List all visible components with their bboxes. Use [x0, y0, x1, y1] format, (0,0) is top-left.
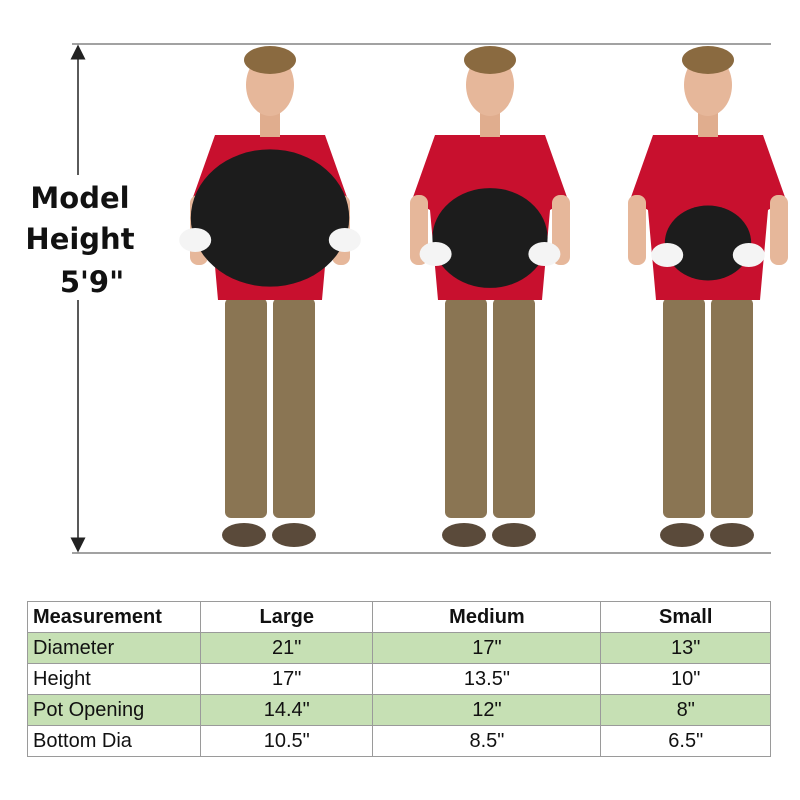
- pants: [445, 298, 487, 518]
- pants: [225, 298, 267, 518]
- shoe: [710, 523, 754, 547]
- neck: [260, 112, 280, 137]
- table-cell: Bottom Dia: [27, 725, 201, 757]
- table-row: Bottom Dia 10.5" 8.5" 6.5": [27, 725, 771, 757]
- model-label: 5'9": [60, 265, 124, 299]
- model-label: Height: [25, 222, 134, 256]
- illustration: Model Height 5'9": [20, 43, 788, 554]
- shoe: [442, 523, 486, 547]
- table-cell: 14.4": [199, 694, 374, 726]
- header-cell: Small: [600, 601, 771, 633]
- shoe: [660, 523, 704, 547]
- table-cell: 8.5": [372, 725, 602, 757]
- table-cell: 13.5": [372, 663, 602, 695]
- neck: [480, 112, 500, 137]
- pants: [493, 298, 535, 518]
- pot: [664, 205, 752, 281]
- table-cell: Pot Opening: [27, 694, 201, 726]
- pants: [711, 298, 753, 518]
- header-row: Measurement Large Medium Small: [27, 601, 771, 633]
- table-row: Diameter 21" 17" 13": [27, 632, 771, 664]
- table-cell: Diameter: [27, 632, 201, 664]
- glove: [419, 242, 452, 266]
- shoe: [272, 523, 316, 547]
- shoe: [222, 523, 266, 547]
- table-row: Pot Opening 14.4" 12" 8": [27, 694, 771, 726]
- arm: [628, 195, 646, 265]
- table-row: Height 17" 13.5" 10": [27, 663, 771, 695]
- table-cell: 10": [600, 663, 771, 695]
- arm: [770, 195, 788, 265]
- table-cell: 21": [199, 632, 374, 664]
- header-cell: Medium: [372, 601, 602, 633]
- table-cell: 13": [600, 632, 771, 664]
- model-label: Model: [30, 181, 129, 215]
- table-cell: 17": [199, 663, 374, 695]
- table-cell: Height: [27, 663, 201, 695]
- header-cell: Measurement: [27, 601, 201, 633]
- glove: [328, 228, 361, 252]
- label-backdrop: [20, 175, 140, 300]
- glove: [179, 228, 212, 252]
- neck: [698, 112, 718, 137]
- pants: [273, 298, 315, 518]
- pot: [432, 188, 548, 288]
- table-cell: 17": [372, 632, 602, 664]
- hair: [682, 46, 734, 74]
- hair: [464, 46, 516, 74]
- glove: [651, 243, 684, 267]
- glove: [732, 243, 765, 267]
- pants: [663, 298, 705, 518]
- glove: [528, 242, 561, 266]
- size-table: Measurement Large Medium Small Diameter 21" 17…: [27, 601, 771, 757]
- table-cell: 10.5": [199, 725, 374, 757]
- hair: [244, 46, 296, 74]
- table-cell: 8": [600, 694, 771, 726]
- shoe: [492, 523, 536, 547]
- table-cell: 12": [372, 694, 602, 726]
- pot: [190, 149, 350, 287]
- header-cell: Large: [199, 601, 374, 633]
- table-cell: 6.5": [600, 725, 771, 757]
